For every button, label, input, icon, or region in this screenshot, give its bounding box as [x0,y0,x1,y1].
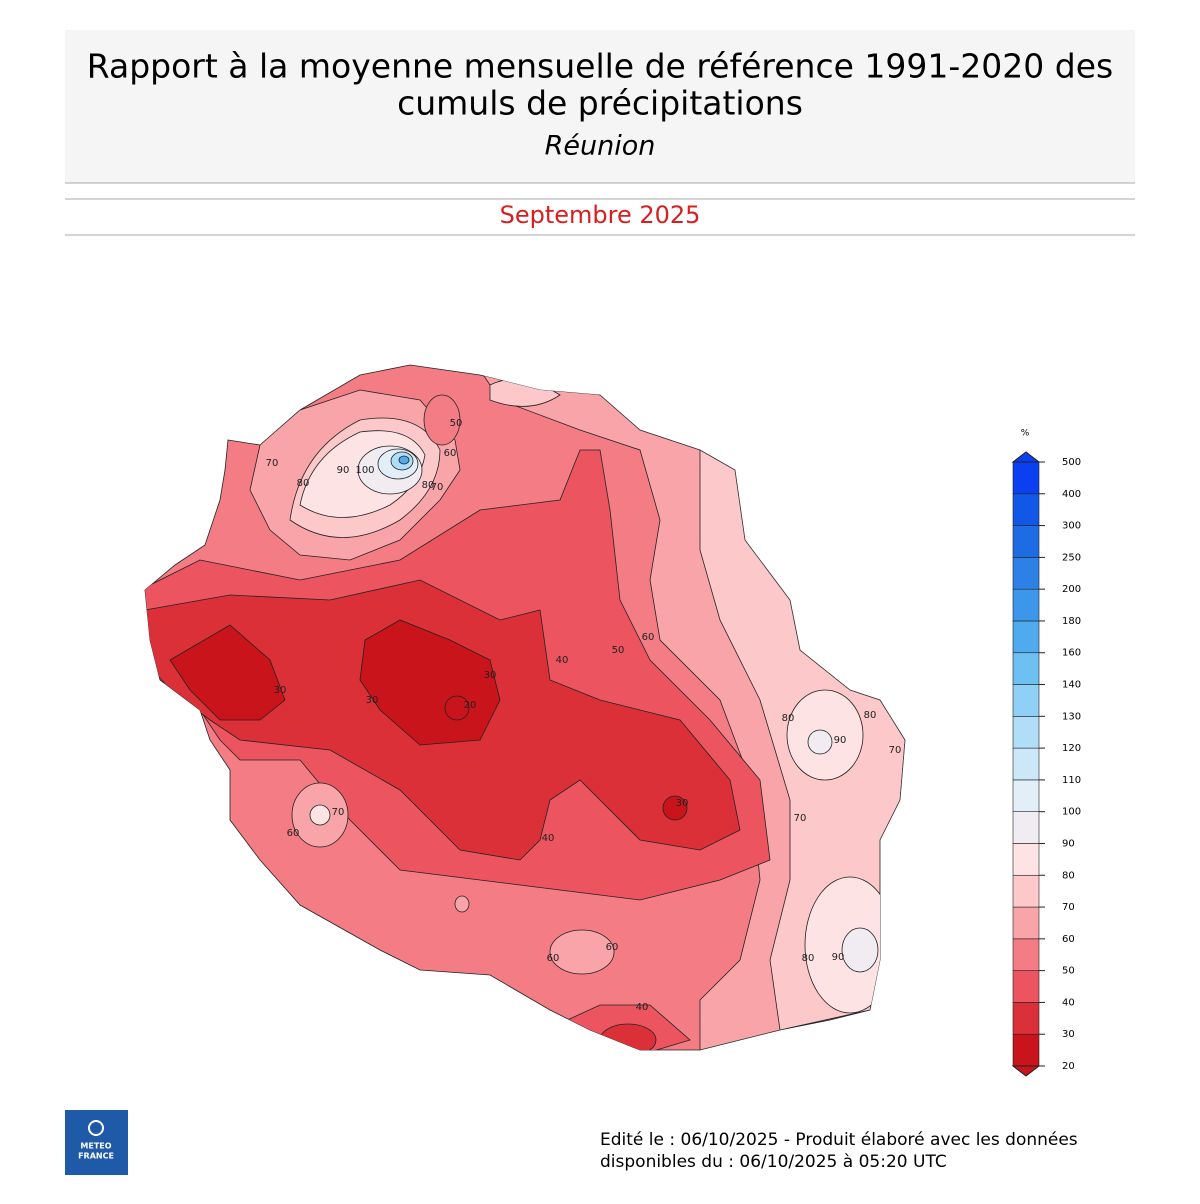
region-fill [807,729,833,755]
colorbar-label: 140 [1062,680,1081,691]
contour-label: 90 [337,465,350,476]
header-box [65,30,1135,183]
contour-label: 70 [889,745,902,756]
logo-text: FRANCE [78,1152,114,1161]
logo-text: METEO [80,1142,111,1151]
contour-label: 50 [612,645,625,656]
colorbar-segment [1012,1002,1040,1035]
region-fill [309,804,331,826]
colorbar-segment [1012,747,1040,781]
contour-label: 80 [802,953,815,964]
colorbar-segment [1012,620,1040,654]
colorbar-segment [1012,811,1040,844]
region-fill [662,795,688,821]
region: Réunion [545,131,656,162]
period: Septembre 2025 [500,201,701,229]
contour-label: 80 [864,710,877,721]
logo-icon [88,1120,104,1136]
contour-label: 60 [547,953,560,964]
colorbar-segment [1012,906,1040,940]
colorbar-segment [1012,874,1040,908]
colorbar-segment [1012,461,1040,495]
colorbar-segment [1012,525,1040,558]
colorbar-segment [1012,493,1040,526]
contour-label: 30 [484,670,497,681]
footer: Edité le : 06/10/2025 - Produit élaboré … [600,1130,1078,1150]
contour-label: 90 [832,952,845,963]
region-fill [454,895,470,913]
colorbar-segment [1012,588,1040,622]
colorbar-label: 60 [1062,934,1075,945]
colorbar-label: 50 [1062,966,1075,977]
map [144,364,906,1051]
contour-label: 30 [676,798,689,809]
colorbar-extend [1011,1065,1041,1077]
contour-label: 80 [422,480,435,491]
colorbar-segment [1012,970,1040,1003]
colorbar-segment [1012,684,1040,717]
contour-label: 80 [297,478,310,489]
contour-label: 100 [355,465,374,476]
colorbar-segment [1012,716,1040,749]
region-fill [841,927,879,973]
colorbar-unit: % [1021,429,1030,439]
colorbar-label: 300 [1062,521,1081,532]
colorbar-label: 80 [1062,870,1075,881]
contour-label: 50 [450,418,463,429]
colorbar-label: 20 [1062,1061,1075,1072]
contour-label: 60 [444,448,457,459]
colorbar-segment [1012,557,1040,590]
colorbar-label: 200 [1062,584,1081,595]
footer: disponibles du : 06/10/2025 à 05:20 UTC [600,1152,947,1172]
colorbar-segment [1012,779,1040,812]
title: Rapport à la moyenne mensuelle de référe… [87,47,1113,86]
contour-label: 60 [642,632,655,643]
colorbar-label: 40 [1062,997,1075,1008]
colorbar-extend [1011,451,1041,463]
colorbar-label: 30 [1062,1029,1075,1040]
region-fill [398,455,410,465]
colorbar-label: 70 [1062,902,1075,913]
region-fill [169,624,286,721]
colorbar-label: 160 [1062,648,1081,659]
colorbar-label: 250 [1062,552,1081,563]
colorbar-segment [1012,1033,1040,1067]
colorbar-label: 180 [1062,616,1081,627]
colorbar-label: 400 [1062,489,1081,500]
contour-label: 90 [834,735,847,746]
colorbar-segment [1012,843,1040,876]
region-fill [599,1023,657,1050]
contour-label: 60 [606,942,619,953]
colorbar-segment [1012,938,1040,971]
contour-label: 30 [274,685,287,696]
colorbar-label: 120 [1062,743,1081,754]
contour-label: 30 [366,695,379,706]
contour-label: 70 [431,482,444,493]
colorbar-label: 110 [1062,775,1081,786]
colorbar-label: 130 [1062,711,1081,722]
region-fill [423,394,461,446]
contour-label: 20 [464,700,477,711]
contour-label: 70 [794,813,807,824]
contour-label: 80 [782,713,795,724]
colorbar-label: 100 [1062,807,1081,818]
colorbar-label: 90 [1062,838,1075,849]
colorbar-label: 500 [1062,457,1081,468]
title: cumuls de précipitations [397,84,803,123]
contour-label: 40 [636,1002,649,1013]
region-fill [444,695,470,721]
region-fill [549,929,615,975]
contour-label: 70 [266,458,279,469]
contour-label: 70 [332,807,345,818]
colorbar-segment [1012,652,1040,685]
contour-label: 60 [287,828,300,839]
colorbar: % 20 30 40 50 60 70 80 90 100 110 120 130 140 160 180 2… [1011,429,1081,1077]
contour-label: 40 [556,655,569,666]
contour-label: 40 [542,833,555,844]
